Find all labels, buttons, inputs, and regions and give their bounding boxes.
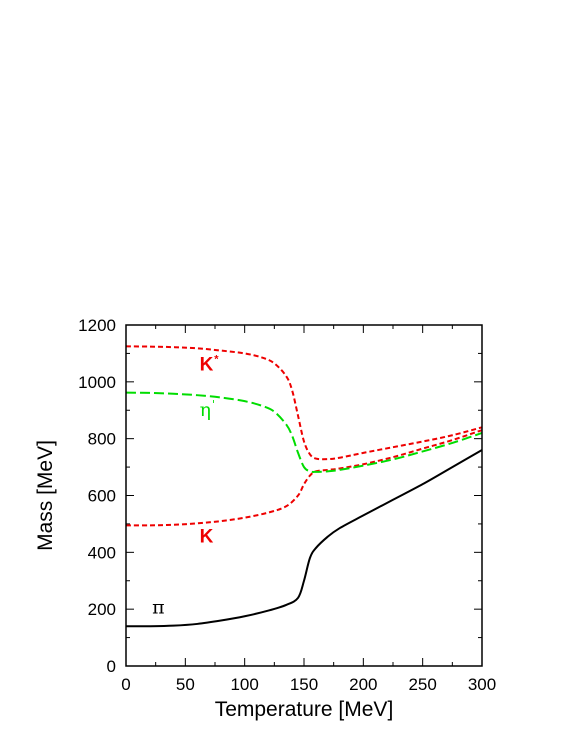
y-tick-label: 0	[107, 657, 116, 676]
x-tick-label: 100	[230, 675, 258, 694]
x-tick-label: 150	[290, 675, 318, 694]
y-tick-label: 800	[88, 430, 116, 449]
x-tick-label: 0	[121, 675, 130, 694]
x-tick-label: 50	[176, 675, 195, 694]
series-line-3	[125, 391, 483, 473]
x-tick-label: 300	[468, 675, 496, 694]
x-axis-title: Temperature [MeV]	[215, 698, 394, 721]
y-tick-label: 600	[88, 487, 116, 506]
series-label-0: K*	[200, 353, 220, 375]
y-tick-label: 1000	[78, 373, 116, 392]
x-tick-label: 200	[349, 675, 377, 694]
series-label-2: K	[200, 526, 214, 547]
series-labels-layer: K* η' Kπ	[152, 353, 219, 618]
x-tick-label: 250	[408, 675, 436, 694]
y-tick-label: 200	[88, 600, 116, 619]
plot-frame	[125, 324, 483, 667]
series-line-2	[125, 345, 483, 461]
y-tick-label: 1200	[78, 316, 116, 335]
series-label-1: η'	[200, 398, 215, 421]
series-layer	[125, 345, 483, 628]
y-tick-label: 400	[88, 543, 116, 562]
series-label-3: π	[152, 596, 165, 618]
series-line-1	[125, 429, 483, 527]
series-line-0	[125, 449, 483, 628]
ticks-layer: 0 50 100 150 200 250 300 0 200 400 600 800 1000 1200	[78, 316, 496, 694]
y-axis-title: Mass [MeV]	[34, 440, 57, 551]
